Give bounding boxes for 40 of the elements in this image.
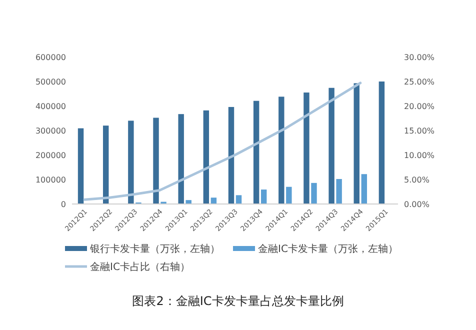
y-tick-label: 200000 [35,151,66,160]
bar [178,114,184,204]
bar [253,100,260,204]
y-tick-label: 500000 [35,78,66,86]
bar [128,120,134,204]
bar [228,106,234,204]
y2-tick-label: 30.00% [404,53,435,62]
bar [210,198,217,204]
bar [203,110,210,204]
bar [153,118,159,204]
bar [236,195,242,204]
bar [336,179,342,204]
bar [260,190,267,204]
bar [354,83,360,204]
y2-tick-label: 15.00% [404,126,435,136]
line-series [83,82,362,201]
y2-tick-label: 0.00% [404,200,430,209]
bar [311,182,317,204]
bar [361,174,368,204]
bar [328,88,334,204]
y2-tick-label: 5.00% [404,176,430,184]
bar [186,200,192,204]
y-tick-label: 300000 [35,126,66,136]
legend-label: 金融IC卡发卡量（万张，左轴） [258,243,398,255]
text: 图表2：金融IC卡发卡量占总发卡量比例 [132,294,344,308]
legend-label: 金融IC卡占比（右轴） [90,261,190,273]
y2-tick-label: 10.00% [404,151,435,160]
y-tick-label: 0 [60,200,66,209]
y-tick-label: 600000 [35,53,66,62]
bar [278,96,284,204]
bar [102,126,109,204]
legend-label: 银行卡发卡量（万张，左轴） [89,243,220,255]
bar [286,186,292,204]
y2-tick-label: 20.00% [404,102,435,111]
bar [378,82,385,204]
y2-tick-label: 25.00% [404,78,435,86]
y-tick-label: 400000 [35,102,66,111]
bar [304,92,310,204]
bar [78,128,84,204]
y-tick-label: 100000 [35,176,66,184]
